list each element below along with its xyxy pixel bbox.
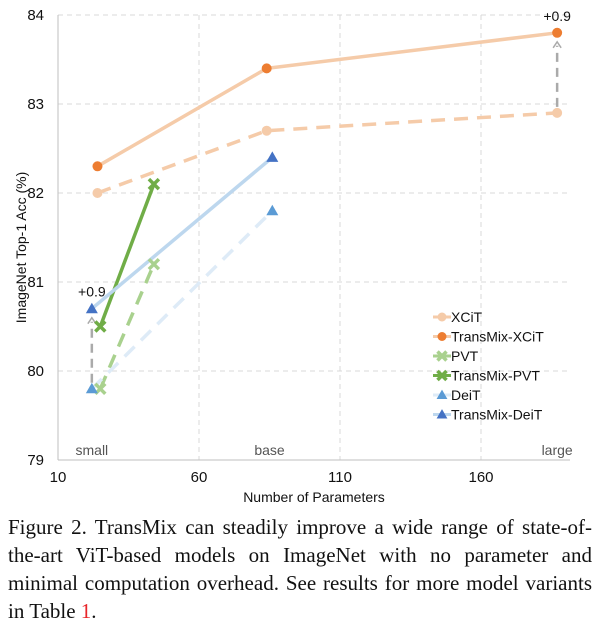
legend-marker xyxy=(436,409,448,419)
axes: 79 80 81 82 83 84 10 60 110 160 Number of Paramete… xyxy=(13,7,570,505)
chart: 79 80 81 82 83 84 10 60 110 160 Number of Paramete… xyxy=(13,7,573,505)
caption-text: Figure 2. TransMix can steadily improve … xyxy=(8,515,592,623)
data-point-xcit xyxy=(552,107,563,118)
legend-item-transmix-pvt: TransMix-PVT xyxy=(433,368,540,384)
y-tick-label: 80 xyxy=(27,363,44,380)
legend: XCiT TransMix-XCiT PVT TransMix-PVT DeiT Tran… xyxy=(433,309,544,423)
data-point-transmix-pvt xyxy=(147,177,161,191)
legend-label: TransMix-PVT xyxy=(451,368,540,384)
data-point-transmix-xcit xyxy=(261,63,272,74)
series-line-transmix-xcit xyxy=(96,31,558,168)
x-stroke xyxy=(436,369,448,382)
legend-item-transmix-deit: TransMix-DeiT xyxy=(433,407,543,423)
y-tick-label: 81 xyxy=(27,274,44,291)
table-reference-link[interactable]: 1 xyxy=(80,599,92,623)
improvement-label: +0.9 xyxy=(78,284,106,300)
x-stroke xyxy=(147,257,161,271)
legend-item-deit: DeiT xyxy=(433,387,481,403)
legend-marker xyxy=(436,369,448,382)
data-point-transmix-pvt xyxy=(94,320,107,333)
y-tick-label: 79 xyxy=(27,452,44,469)
figure-caption: Figure 2. TransMix can steadily improve … xyxy=(8,513,592,625)
series-markers xyxy=(85,27,563,396)
series-line-transmix-pvt xyxy=(98,183,156,328)
legend-label: XCiT xyxy=(451,309,483,325)
data-point-deit xyxy=(266,204,279,216)
legend-label: PVT xyxy=(451,348,479,364)
caption-end: . xyxy=(91,599,97,623)
x-tick-label: 10 xyxy=(50,469,67,486)
y-tick-label: 84 xyxy=(27,7,44,24)
legend-marker xyxy=(436,350,448,362)
y-axis-title: ImageNet Top-1 Acc (%) xyxy=(13,172,29,323)
x-stroke xyxy=(147,177,161,191)
legend-marker xyxy=(436,389,448,400)
data-point-xcit xyxy=(261,125,272,136)
arrow-head xyxy=(87,316,97,325)
series-line-transmix-deit xyxy=(90,156,274,311)
series-line-deit xyxy=(90,209,274,391)
annotations: +0.9 +0.9 xyxy=(78,8,571,383)
legend-label: DeiT xyxy=(451,387,481,403)
size-label-large: large xyxy=(542,442,573,458)
x-stroke xyxy=(94,320,107,333)
arrow-head xyxy=(552,40,562,49)
legend-label: TransMix-XCiT xyxy=(451,329,544,345)
legend-item-transmix-xcit: TransMix-XCiT xyxy=(433,329,544,345)
x-stroke xyxy=(436,350,448,362)
series-line-xcit xyxy=(96,111,558,195)
grid xyxy=(58,14,570,460)
legend-marker xyxy=(437,312,447,322)
x-tick-label: 160 xyxy=(468,469,493,486)
legend-marker xyxy=(437,332,447,341)
x-axis-title: Number of Parameters xyxy=(243,489,385,505)
improvement-label: +0.9 xyxy=(543,8,571,24)
y-tick-label: 83 xyxy=(27,96,44,113)
legend-label: TransMix-DeiT xyxy=(451,407,543,423)
legend-item-pvt: PVT xyxy=(433,348,479,364)
data-point-xcit xyxy=(92,188,103,198)
labels: small base large xyxy=(76,442,573,458)
data-point-transmix-xcit xyxy=(92,161,103,172)
data-point-transmix-deit xyxy=(266,151,279,162)
data-point-transmix-xcit xyxy=(552,27,563,38)
size-label-small: small xyxy=(76,442,109,458)
data-point-deit xyxy=(85,382,98,394)
data-point-pvt xyxy=(147,257,161,271)
legend-item-xcit: XCiT xyxy=(433,309,483,325)
size-label-base: base xyxy=(254,442,285,458)
x-tick-label: 60 xyxy=(191,469,208,486)
y-tick-label: 82 xyxy=(27,185,44,202)
x-tick-label: 110 xyxy=(328,469,352,486)
data-point-transmix-deit xyxy=(85,302,98,314)
